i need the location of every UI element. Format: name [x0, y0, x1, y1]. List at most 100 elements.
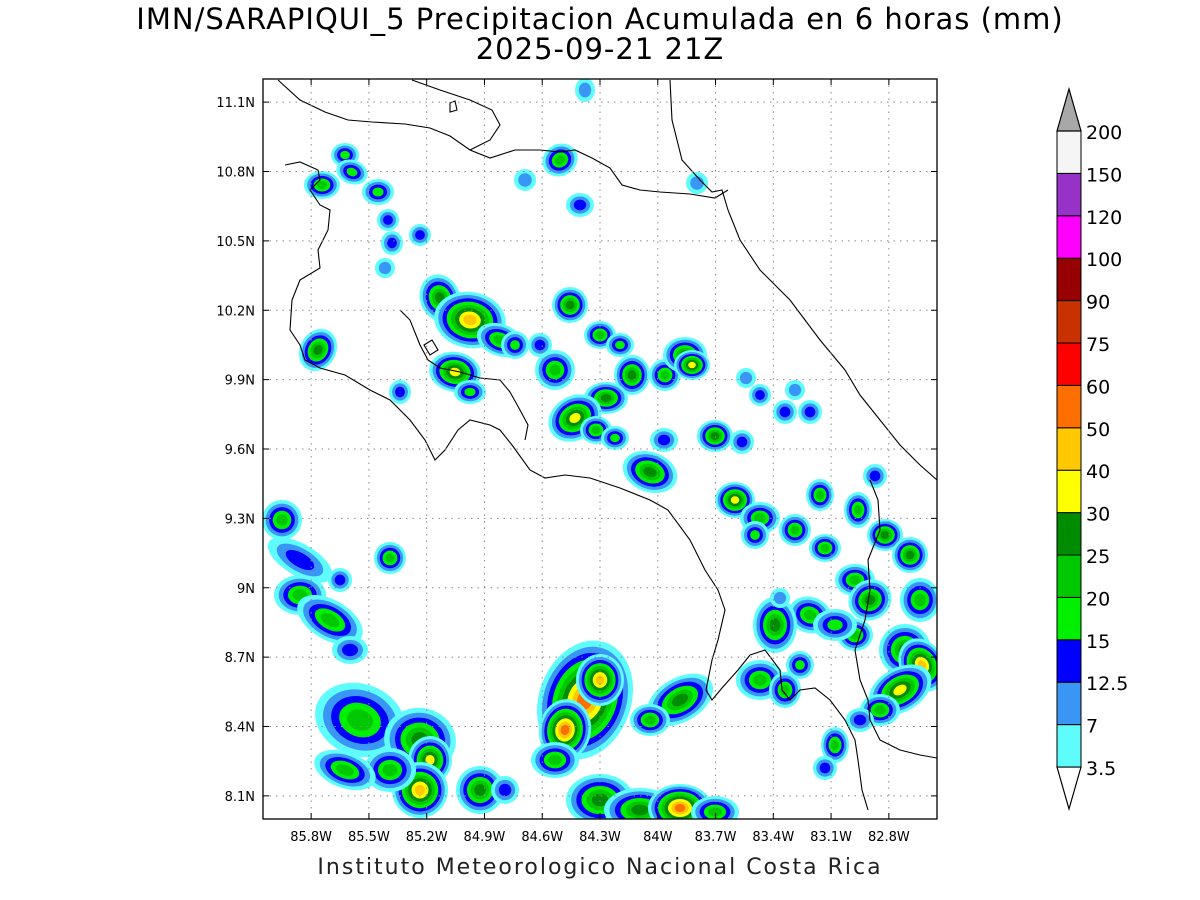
- precip-contour: [750, 530, 760, 540]
- precip-contour: [671, 693, 689, 707]
- precip-contour: [334, 574, 346, 586]
- colorbar-level-label: 30: [1086, 504, 1110, 526]
- precip-cell: [648, 784, 712, 819]
- colorbar-bin: [1056, 130, 1082, 174]
- colorbar-bin: [1056, 639, 1082, 683]
- colorbar-bin: [1056, 384, 1082, 429]
- precip-cell: [736, 368, 756, 388]
- precip-contour: [854, 504, 862, 516]
- precip-contour: [595, 675, 605, 685]
- precip-contour: [383, 215, 393, 225]
- precip-cell: [753, 597, 797, 653]
- colorbar-level-label: 12.5: [1086, 673, 1128, 695]
- nicoya-small: [423, 339, 439, 356]
- precip-contour: [708, 807, 722, 817]
- precip-contour: [414, 784, 426, 796]
- precip-contour: [790, 525, 800, 535]
- precip-cell: [821, 727, 849, 763]
- precip-contour: [385, 553, 395, 563]
- precip-cell: [362, 179, 394, 205]
- precip-contour: [578, 82, 592, 98]
- precip-contour: [610, 433, 620, 443]
- colorbar-bin: [1056, 427, 1082, 471]
- precip-contour: [869, 470, 881, 482]
- lat-tick-label: 11.1N: [216, 96, 255, 111]
- institution-credit: Instituto Meteorologico Nacional Costa R…: [317, 855, 883, 880]
- precip-contour: [644, 715, 656, 725]
- lat-tick-label: 9.9N: [225, 374, 255, 389]
- precip-contour: [498, 783, 512, 797]
- lake-nicaragua-shore: [411, 79, 501, 151]
- precip-cell: [304, 171, 340, 199]
- precip-contour: [779, 406, 791, 418]
- colorbar-level-label: 40: [1086, 461, 1110, 483]
- lat-tick-label: 10.8N: [216, 166, 255, 181]
- precip-cell: [813, 756, 837, 780]
- precip-cell: [267, 537, 333, 583]
- precip-contour: [627, 370, 637, 380]
- precip-contour: [690, 176, 704, 190]
- colorbar-level-label: 7: [1086, 716, 1098, 738]
- precip-contour: [320, 612, 340, 628]
- precip-contour: [347, 709, 373, 731]
- precip-contour: [657, 434, 671, 446]
- precip-cell: [374, 542, 406, 574]
- precip-cell: [377, 209, 399, 231]
- precip-cell: [863, 464, 887, 488]
- precip-cell: [409, 224, 431, 246]
- colorbar-level-label: 120: [1086, 207, 1122, 229]
- precip-contour: [372, 187, 384, 197]
- precip-cell: [773, 400, 797, 424]
- precip-contour: [874, 705, 886, 715]
- precip-contour: [342, 643, 358, 657]
- precip-cell: [848, 579, 892, 621]
- precip-contour: [285, 549, 315, 571]
- colorbar-level-label: 90: [1086, 292, 1110, 314]
- colorbar-bin: [1056, 596, 1082, 641]
- precip-cell: [575, 79, 595, 102]
- precip-contour: [788, 383, 802, 397]
- precip-contour: [660, 370, 670, 380]
- colorbar-level-label: 15: [1086, 631, 1110, 653]
- precip-cell: [535, 350, 575, 390]
- lon-tick-label: 84.3W: [579, 830, 621, 845]
- colorbar-level-label: 150: [1086, 164, 1122, 186]
- precip-cell: [315, 682, 405, 758]
- precip-cell: [649, 359, 681, 391]
- precip-contour: [425, 754, 435, 766]
- precip-cell: [806, 479, 834, 511]
- precip-contour: [336, 764, 354, 776]
- precip-cell: [686, 172, 708, 194]
- precip-contour: [276, 514, 288, 526]
- nicaragua-border: [277, 79, 729, 199]
- precip-cell: [715, 482, 755, 518]
- precip-cell: [892, 537, 928, 573]
- colorbar-level-label: 60: [1086, 376, 1110, 398]
- lon-tick-label: 83.1W: [810, 830, 852, 845]
- lon-tick-label: 85.8W: [290, 830, 332, 845]
- precip-cell: [798, 400, 822, 424]
- precip-cell: [332, 636, 368, 664]
- precip-contour: [849, 575, 861, 585]
- colorbar-min-arrow: [1056, 766, 1082, 812]
- precip-contour: [769, 618, 781, 632]
- precip-contour: [346, 167, 358, 177]
- precip-contour: [382, 763, 398, 777]
- colorbar-bin: [1056, 724, 1082, 768]
- precip-contour: [773, 591, 787, 605]
- precip-cell: [785, 380, 805, 400]
- precip-contour: [548, 754, 562, 766]
- precip-contour: [914, 593, 926, 607]
- colorbar-bin: [1056, 512, 1082, 556]
- precip-contour: [518, 173, 532, 187]
- precip-contour: [591, 793, 609, 807]
- lat-tick-label: 9N: [237, 582, 255, 597]
- precip-cell: [813, 609, 857, 641]
- precip-contour: [565, 300, 575, 310]
- precip-contour: [591, 426, 601, 434]
- lon-tick-label: 84.9W: [464, 830, 506, 845]
- colorbar-bin: [1056, 681, 1082, 726]
- colorbar-level-label: 3.5: [1086, 758, 1116, 780]
- colorbar-max-arrow: [1056, 86, 1082, 132]
- colorbar-level-label: 75: [1086, 334, 1110, 356]
